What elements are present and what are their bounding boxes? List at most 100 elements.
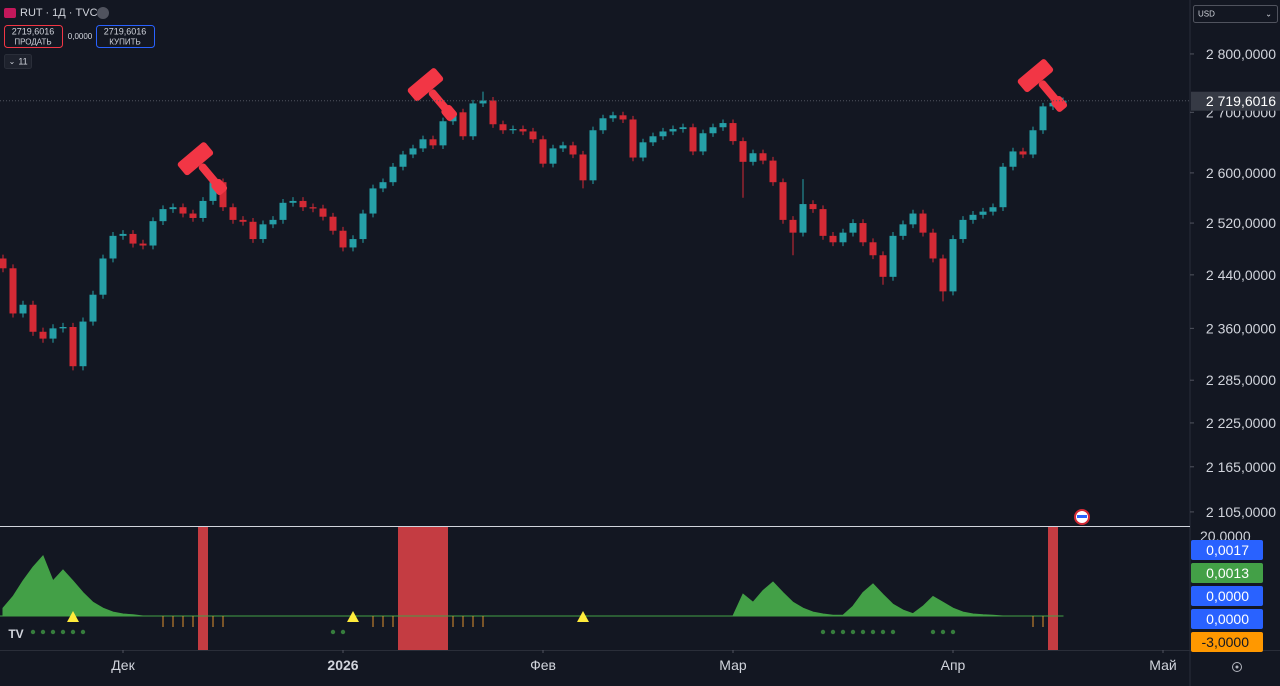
signal-zone xyxy=(198,527,208,650)
candle-body xyxy=(209,182,217,201)
signal-zone xyxy=(438,527,448,650)
signal-dot xyxy=(860,629,866,635)
symbol-logo xyxy=(4,8,16,18)
candle-body xyxy=(219,182,227,208)
candle-body xyxy=(549,148,557,164)
indicator-tag xyxy=(1191,632,1263,652)
currency: USD xyxy=(1198,10,1215,19)
y-tick-label: 2 800,0000 xyxy=(1206,46,1276,62)
candle-body xyxy=(349,239,357,248)
currency-select[interactable] xyxy=(1193,5,1278,23)
y-tick-label: 2 165,0000 xyxy=(1206,459,1276,475)
candle-body xyxy=(609,115,617,119)
status-icon xyxy=(97,7,109,19)
hammer-grip xyxy=(441,104,458,121)
candle-body xyxy=(199,200,207,218)
signal-zone xyxy=(398,527,408,650)
candle-body xyxy=(389,166,397,183)
candle-body xyxy=(1029,130,1037,155)
candle-body xyxy=(649,136,657,143)
candle-body xyxy=(599,118,607,131)
candle-body xyxy=(169,207,177,210)
signal-triangle xyxy=(347,610,359,622)
indicators-toggle[interactable] xyxy=(4,54,32,69)
candle-body xyxy=(1009,151,1017,167)
candle-body xyxy=(289,200,297,203)
y-tick-label: 2 600,0000 xyxy=(1206,165,1276,181)
candle-body xyxy=(909,213,917,225)
candle-body xyxy=(709,127,717,134)
indicator-tag xyxy=(1191,540,1263,560)
hammer-grip xyxy=(211,179,228,196)
signal-dot xyxy=(70,629,76,635)
candle-body xyxy=(139,243,147,246)
candle-body xyxy=(399,154,407,167)
candle-body xyxy=(109,235,117,259)
x-tick-label: Май xyxy=(1149,657,1176,673)
candle-body xyxy=(159,209,167,222)
candle-body xyxy=(569,145,577,155)
candle-body xyxy=(629,119,637,158)
last-price-tag xyxy=(1191,91,1280,111)
candle-body xyxy=(489,100,497,125)
signal-dot xyxy=(40,629,46,635)
candle-body xyxy=(659,131,667,137)
x-tick-label: Мар xyxy=(719,657,747,673)
y-tick-label: 2 105,0000 xyxy=(1206,504,1276,520)
settings-icon-dot xyxy=(1235,665,1239,669)
signal-dot xyxy=(940,629,946,635)
signal-dot xyxy=(890,629,896,635)
candle-body xyxy=(639,142,647,158)
candle-body xyxy=(969,214,977,220)
candle-body xyxy=(789,219,797,233)
y-tick-label: 2 285,0000 xyxy=(1206,372,1276,388)
candle-body xyxy=(769,160,777,183)
toggle-chevron: ⌄ xyxy=(9,57,16,66)
sell-button[interactable] xyxy=(4,25,63,48)
candle-body xyxy=(559,145,567,149)
candle-body xyxy=(339,230,347,248)
signal-dot xyxy=(870,629,876,635)
candle-body xyxy=(1019,151,1027,155)
candle-body xyxy=(419,139,427,149)
candle-body xyxy=(749,153,757,162)
candle-body xyxy=(89,294,97,322)
signal-dot xyxy=(880,629,886,635)
candle-body xyxy=(589,130,597,181)
hammer-head xyxy=(407,68,444,102)
candle-body xyxy=(689,127,697,152)
candle-body xyxy=(899,224,907,236)
candle-body xyxy=(809,204,817,210)
signal-dot xyxy=(80,629,86,635)
x-tick-label: 2026 xyxy=(327,657,358,673)
candle-body xyxy=(509,129,517,131)
candle-body xyxy=(619,115,627,120)
signal-zone xyxy=(428,527,438,650)
hammer-head xyxy=(177,142,214,176)
candle-body xyxy=(889,235,897,277)
indicator-tag-label: 0,0013 xyxy=(1206,565,1249,581)
signal-dot xyxy=(340,629,346,635)
event-flag-stripe xyxy=(1077,515,1087,518)
buy-button[interactable] xyxy=(96,25,155,48)
indicator-tag-label: -3,0000 xyxy=(1202,634,1250,650)
candle-body xyxy=(869,242,877,256)
candle-body xyxy=(929,232,937,259)
signal-triangle xyxy=(577,610,589,622)
candle-body xyxy=(9,268,17,314)
candle-body xyxy=(129,233,137,244)
candle-body xyxy=(279,202,287,220)
signal-dot xyxy=(60,629,66,635)
tv-logo: TV xyxy=(8,627,23,641)
candle-body xyxy=(369,188,377,214)
candle-body xyxy=(299,200,307,208)
spread: 0,0000 xyxy=(68,32,93,41)
indicator-tag xyxy=(1191,563,1263,583)
buy-label: КУПИТЬ xyxy=(109,38,140,47)
signal-dot xyxy=(330,629,336,635)
candle-body xyxy=(519,129,527,132)
hammer-icon xyxy=(177,142,228,196)
settings-icon[interactable] xyxy=(1232,662,1242,672)
candle-body xyxy=(499,124,507,131)
